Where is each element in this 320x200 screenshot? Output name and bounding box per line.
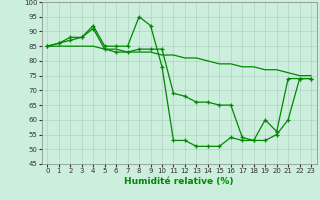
X-axis label: Humidité relative (%): Humidité relative (%): [124, 177, 234, 186]
